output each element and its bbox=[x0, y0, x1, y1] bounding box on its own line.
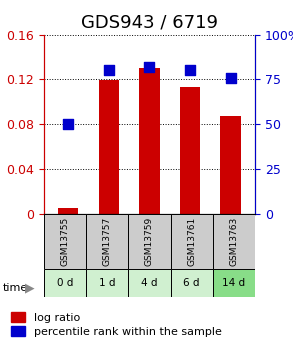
Text: GSM13757: GSM13757 bbox=[103, 217, 112, 266]
FancyBboxPatch shape bbox=[213, 214, 255, 269]
Text: 0 d: 0 d bbox=[57, 278, 73, 288]
Text: GSM13763: GSM13763 bbox=[229, 217, 238, 266]
Point bbox=[188, 68, 192, 73]
FancyBboxPatch shape bbox=[128, 269, 171, 297]
Text: GSM13759: GSM13759 bbox=[145, 217, 154, 266]
Point bbox=[107, 68, 111, 73]
FancyBboxPatch shape bbox=[44, 269, 86, 297]
Text: 6 d: 6 d bbox=[183, 278, 200, 288]
Bar bbox=[180, 87, 200, 214]
Bar bbox=[139, 68, 160, 214]
Title: GDS943 / 6719: GDS943 / 6719 bbox=[81, 13, 218, 31]
Point bbox=[228, 75, 233, 80]
Bar bbox=[220, 116, 241, 214]
Text: 4 d: 4 d bbox=[141, 278, 158, 288]
Text: GSM13755: GSM13755 bbox=[61, 217, 69, 266]
FancyBboxPatch shape bbox=[86, 269, 128, 297]
Text: 14 d: 14 d bbox=[222, 278, 245, 288]
FancyBboxPatch shape bbox=[44, 214, 86, 269]
Bar bbox=[99, 80, 119, 214]
Text: 1 d: 1 d bbox=[99, 278, 115, 288]
FancyBboxPatch shape bbox=[171, 214, 213, 269]
FancyBboxPatch shape bbox=[128, 214, 171, 269]
FancyBboxPatch shape bbox=[213, 269, 255, 297]
Bar bbox=[58, 208, 79, 214]
Point bbox=[147, 64, 152, 70]
FancyBboxPatch shape bbox=[86, 214, 128, 269]
Legend: log ratio, percentile rank within the sample: log ratio, percentile rank within the sa… bbox=[11, 312, 222, 337]
Text: time: time bbox=[3, 283, 28, 293]
Point bbox=[66, 121, 71, 127]
Text: ▶: ▶ bbox=[25, 282, 35, 295]
Text: GSM13761: GSM13761 bbox=[187, 217, 196, 266]
FancyBboxPatch shape bbox=[171, 269, 213, 297]
